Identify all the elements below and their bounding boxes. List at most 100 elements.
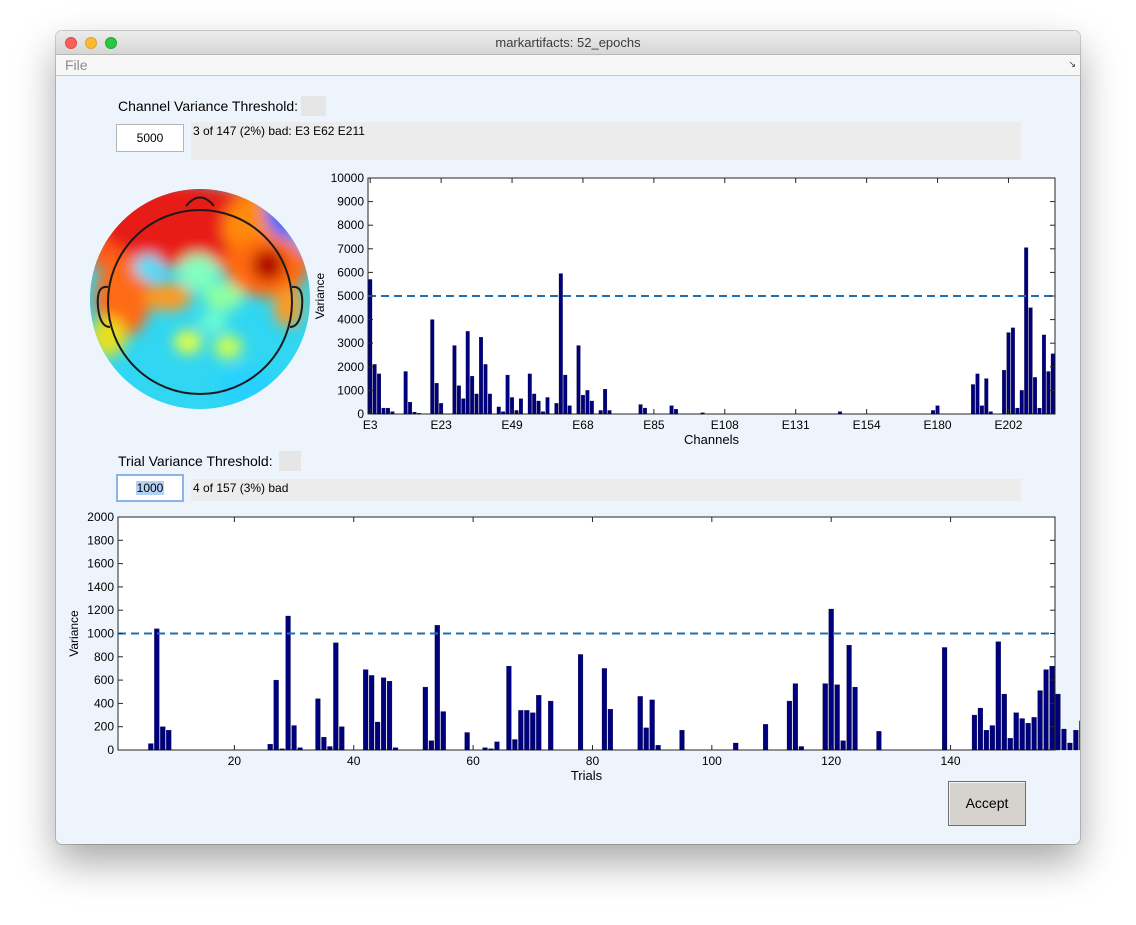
- channel-bar: [368, 279, 373, 415]
- topographic-head-map: [90, 189, 310, 409]
- channel-bar: [483, 364, 488, 415]
- trial-bar: [1067, 742, 1073, 751]
- trial-bar: [792, 683, 798, 751]
- trial-bar: [1061, 728, 1067, 751]
- trial-x-tick-label: 80: [586, 754, 600, 768]
- channel-y-tick-label: 2000: [337, 360, 364, 374]
- trial-threshold-input[interactable]: 1000: [116, 474, 184, 502]
- trial-bar: [1055, 693, 1061, 751]
- trial-bar: [434, 625, 440, 751]
- trial-bar: [1019, 718, 1025, 751]
- channel-y-tick-label: 3000: [337, 336, 364, 350]
- close-window-button[interactable]: [65, 37, 77, 49]
- trial-bar: [637, 696, 643, 751]
- channel-bar: [984, 378, 989, 415]
- trial-bar: [279, 748, 285, 751]
- trial-bar: [1007, 738, 1013, 751]
- channel-bar: [1028, 307, 1033, 415]
- channel-bar: [470, 376, 475, 415]
- zoom-window-button[interactable]: [105, 37, 117, 49]
- channel-bar: [479, 337, 483, 415]
- trial-bar: [387, 681, 393, 751]
- trial-x-tick-label: 60: [466, 754, 480, 768]
- trial-bar: [577, 654, 584, 751]
- channel-y-axis-label: Variance: [313, 272, 327, 319]
- channel-y-tick-label: 9000: [337, 195, 364, 209]
- trial-y-tick-label: 400: [94, 696, 114, 710]
- channel-bar: [838, 411, 842, 415]
- head-outline: [107, 209, 293, 395]
- trial-bar: [1079, 720, 1080, 751]
- channel-y-tick-label: 1000: [337, 383, 364, 397]
- channel-bar: [545, 397, 550, 415]
- trial-y-tick-label: 600: [94, 673, 114, 687]
- channel-threshold-input[interactable]: 5000: [116, 124, 184, 152]
- channel-y-tick-label: 6000: [337, 265, 364, 279]
- trial-bar: [321, 737, 327, 751]
- trial-bar: [160, 726, 166, 751]
- accept-button[interactable]: Accept: [948, 781, 1026, 826]
- trial-y-tick-label: 1800: [87, 533, 114, 547]
- app-window: markartifacts: 52_epochs File ↘ Channel …: [56, 31, 1080, 844]
- minimize-window-button[interactable]: [85, 37, 97, 49]
- trial-y-tick-label: 0: [107, 743, 114, 757]
- channel-bar: [674, 409, 678, 415]
- trial-bar: [834, 684, 840, 751]
- trial-bar: [995, 641, 1001, 751]
- channel-bar: [487, 393, 492, 415]
- channel-bar: [563, 374, 568, 415]
- channel-bar: [971, 384, 975, 415]
- trial-bar: [1037, 690, 1043, 751]
- channel-bar: [1050, 353, 1055, 415]
- trial-bar: [1013, 712, 1019, 751]
- channel-bar: [988, 411, 993, 415]
- trial-bar: [1073, 730, 1079, 751]
- trial-x-axis-label: Trials: [571, 768, 603, 783]
- trial-bar: [601, 668, 607, 751]
- trial-x-tick-label: 120: [821, 754, 841, 768]
- channel-bar: [931, 410, 936, 415]
- channel-bar: [603, 389, 608, 415]
- trial-bar: [643, 727, 649, 751]
- menu-bar: File ↘: [56, 55, 1080, 76]
- trial-y-axis-label: Variance: [67, 610, 81, 657]
- variance-charts: 0100020003000400050006000700080009000100…: [67, 171, 1080, 783]
- channel-bar: [403, 371, 408, 415]
- trial-bar: [512, 739, 518, 751]
- trial-bad-info: 4 of 157 (3%) bad: [191, 479, 1021, 501]
- trial-bar: [273, 679, 279, 751]
- channel-bar: [505, 374, 510, 415]
- menu-file[interactable]: File: [65, 57, 88, 73]
- channel-bad-info: 3 of 147 (2%) bad: E3 E62 E211: [191, 122, 1021, 160]
- channel-bar: [1019, 390, 1024, 415]
- trial-bar: [369, 675, 375, 751]
- channel-bar: [1010, 327, 1015, 415]
- toolbar-toggle-icon[interactable]: ↘: [1068, 59, 1076, 69]
- channel-bar: [465, 331, 470, 415]
- trial-bar: [786, 700, 792, 751]
- trial-bar: [297, 747, 303, 751]
- trial-bar: [536, 695, 542, 751]
- left-ear-outline: [96, 285, 111, 328]
- trial-bar: [267, 744, 273, 751]
- channel-bar: [474, 393, 479, 415]
- channel-y-tick-label: 8000: [337, 218, 364, 232]
- trial-bar: [977, 707, 983, 751]
- trial-x-tick-label: 40: [347, 754, 361, 768]
- title-bar: markartifacts: 52_epochs: [56, 31, 1080, 55]
- trial-bar: [166, 730, 172, 751]
- channel-bar: [408, 402, 413, 415]
- trial-y-tick-label: 800: [94, 650, 114, 664]
- trial-y-tick-label: 200: [94, 720, 114, 734]
- channel-bar: [532, 393, 537, 415]
- channel-bar: [452, 345, 457, 415]
- channel-x-tick-label: E3: [363, 418, 378, 432]
- trial-bar: [649, 699, 655, 751]
- trial-y-tick-label: 1600: [87, 557, 114, 571]
- channel-x-tick-label: E68: [572, 418, 594, 432]
- channel-bar: [700, 412, 705, 415]
- channel-x-tick-label: E131: [782, 418, 810, 432]
- trial-y-tick-label: 1200: [87, 603, 114, 617]
- channel-bar: [461, 398, 466, 415]
- channel-bar: [541, 411, 545, 415]
